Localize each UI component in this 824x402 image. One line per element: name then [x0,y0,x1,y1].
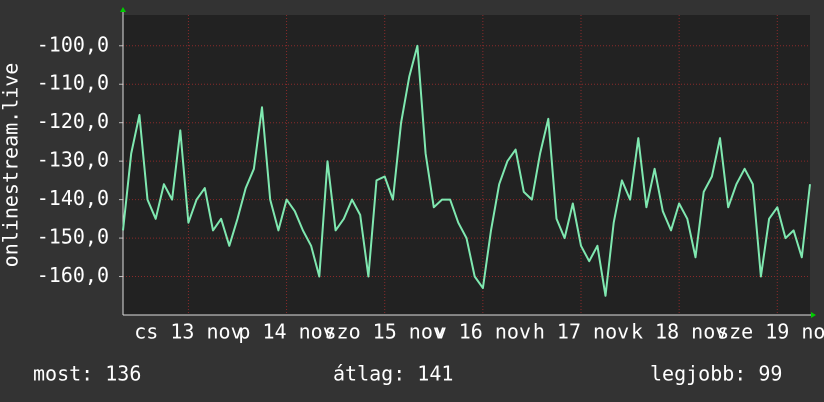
x-tick-label: sze 19 nov [717,320,824,344]
x-tick-label: v 16 nov [435,320,531,344]
y-axis-arrow [120,7,126,12]
x-tick-label: szo 15 nov [325,320,445,344]
x-axis-arrow [811,312,816,318]
stat-best: legjobb: 99 [650,362,782,386]
y-tick-label: -160,0 [37,263,109,287]
series-line [122,44,811,297]
plot-area [123,15,810,315]
y-tick-label: -120,0 [37,109,109,133]
stat-average: átlag: 141 [333,362,453,386]
x-tick-label: k 18 nov [631,320,727,344]
y-tick-label: -130,0 [37,148,109,172]
y-tick-label: -110,0 [37,71,109,95]
x-tick-label: cs 13 nov [134,320,242,344]
x-tick-label: h 17 nov [533,320,629,344]
y-axis-label: onlinestream.live [0,63,23,268]
y-tick-label: -100,0 [37,32,109,56]
y-tick-label: -150,0 [37,225,109,249]
x-tick-label: p 14 nov [238,320,334,344]
y-tick-label: -140,0 [37,186,109,210]
stat-current: most: 136 [33,362,141,386]
